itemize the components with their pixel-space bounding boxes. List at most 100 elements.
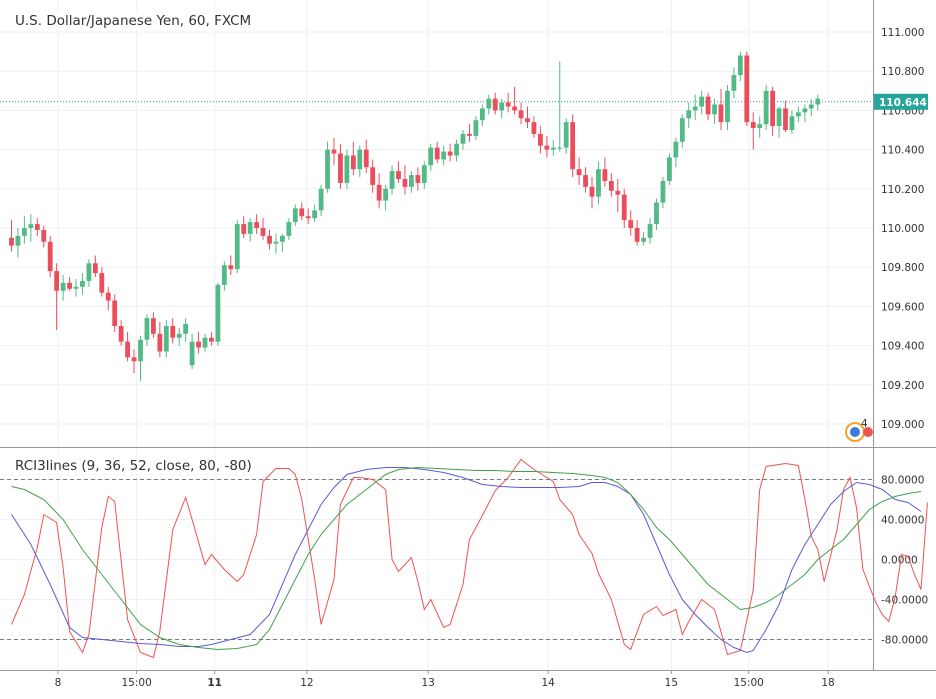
event-icon-core: [850, 427, 860, 437]
candle-body: [550, 147, 556, 150]
price-axis-tick-label: 111.000: [881, 27, 924, 39]
candle-body: [479, 108, 485, 121]
rci-line-3: [11, 466, 922, 651]
candle-body: [421, 165, 427, 183]
last-price-badge: [874, 93, 928, 110]
candle-body: [99, 273, 105, 293]
candle-body: [576, 169, 582, 176]
candle-body: [628, 220, 634, 228]
candle-body: [357, 149, 363, 170]
candle-body: [486, 98, 492, 109]
candle-body: [176, 333, 182, 338]
candle-body: [802, 108, 808, 113]
candle-body: [673, 141, 679, 158]
time-axis-label: 15:00: [121, 677, 151, 689]
candle-body: [589, 186, 595, 197]
candle-body: [776, 108, 782, 127]
time-axis-label: 8: [55, 677, 62, 689]
candle-body: [454, 143, 459, 156]
candle-body: [460, 133, 466, 144]
candle-body: [363, 149, 369, 168]
indicator-axis-tick-label: -40.0000: [881, 595, 928, 607]
time-axis-label: 14: [541, 677, 555, 689]
candle-body: [325, 149, 330, 189]
indicator-axis-tick-label: 80.0000: [881, 475, 924, 487]
candle-body: [518, 110, 524, 119]
candle-body: [228, 265, 234, 270]
candle-body: [221, 265, 227, 285]
candle-body: [86, 263, 92, 281]
candle-body: [118, 326, 124, 342]
indicator-axis-tick-label: 0.0000: [881, 555, 918, 567]
candle-body: [144, 318, 150, 340]
candle-body: [286, 222, 292, 236]
candle-body: [131, 357, 137, 362]
candle-body: [473, 120, 479, 136]
candle-body: [138, 339, 143, 362]
candle-body: [531, 122, 537, 134]
chart-title: U.S. Dollar/Japanese Yen, 60, FXCM: [13, 13, 254, 29]
candle-body: [544, 145, 550, 150]
candle-body: [815, 98, 821, 105]
candle-body: [563, 122, 569, 148]
candle-body: [705, 96, 711, 115]
candle-body: [596, 169, 601, 197]
candle-body: [744, 55, 750, 123]
candle-body: [699, 96, 705, 107]
candle-body: [15, 235, 21, 246]
candle-body: [602, 169, 608, 181]
price-axis-tick-label: 109.200: [881, 380, 924, 392]
candle-body: [157, 333, 163, 352]
candle-body: [718, 104, 724, 123]
candle-body: [525, 118, 530, 123]
candle-body: [73, 286, 79, 289]
price-axis-tick-label: 110.400: [881, 145, 924, 157]
candle-body: [67, 282, 72, 289]
candle-body: [660, 180, 666, 203]
candle-body: [647, 224, 653, 238]
candle-body: [789, 116, 795, 130]
candle-body: [125, 341, 130, 358]
candle-body: [757, 124, 763, 129]
candle-body: [770, 90, 775, 127]
candle-body: [241, 224, 247, 234]
candle-body: [163, 326, 169, 352]
candle-body: [725, 90, 730, 123]
candle-body: [280, 235, 285, 242]
price-axis-tick-label: 109.400: [881, 341, 924, 353]
candle-body: [370, 167, 376, 185]
candle-body: [338, 153, 343, 183]
candle-body: [318, 188, 324, 211]
candle-body: [615, 190, 621, 195]
candle-body: [254, 222, 259, 228]
time-axis-label: 18: [821, 677, 834, 689]
candle-body: [9, 237, 14, 246]
candle-body: [737, 55, 743, 76]
candle-body: [796, 112, 801, 117]
candle-body: [428, 147, 434, 166]
candle-body: [783, 108, 788, 130]
candle-body: [183, 324, 189, 334]
candle-body: [273, 241, 279, 244]
candle-body: [692, 106, 698, 111]
candle-body: [350, 155, 356, 170]
candle-body: [492, 98, 498, 111]
candle-body: [151, 318, 156, 334]
indicator-series: [11, 458, 928, 659]
candle-body: [41, 229, 47, 242]
time-axis-label: 13: [421, 677, 434, 689]
candle-body: [189, 341, 195, 366]
price-axis-tick-label: 110.200: [881, 184, 924, 196]
event-icon-secondary: [863, 427, 873, 437]
candle-body: [196, 341, 201, 348]
candle-body: [608, 180, 614, 191]
event-flag-icon: [845, 422, 873, 442]
last-price-label: 110.644: [879, 97, 927, 109]
price-axis-tick-label: 110.800: [881, 66, 924, 78]
candle-body: [209, 337, 214, 342]
candle-body: [634, 228, 640, 242]
candle-body: [292, 208, 298, 223]
candle-body: [808, 104, 814, 109]
candle-body: [570, 122, 576, 170]
